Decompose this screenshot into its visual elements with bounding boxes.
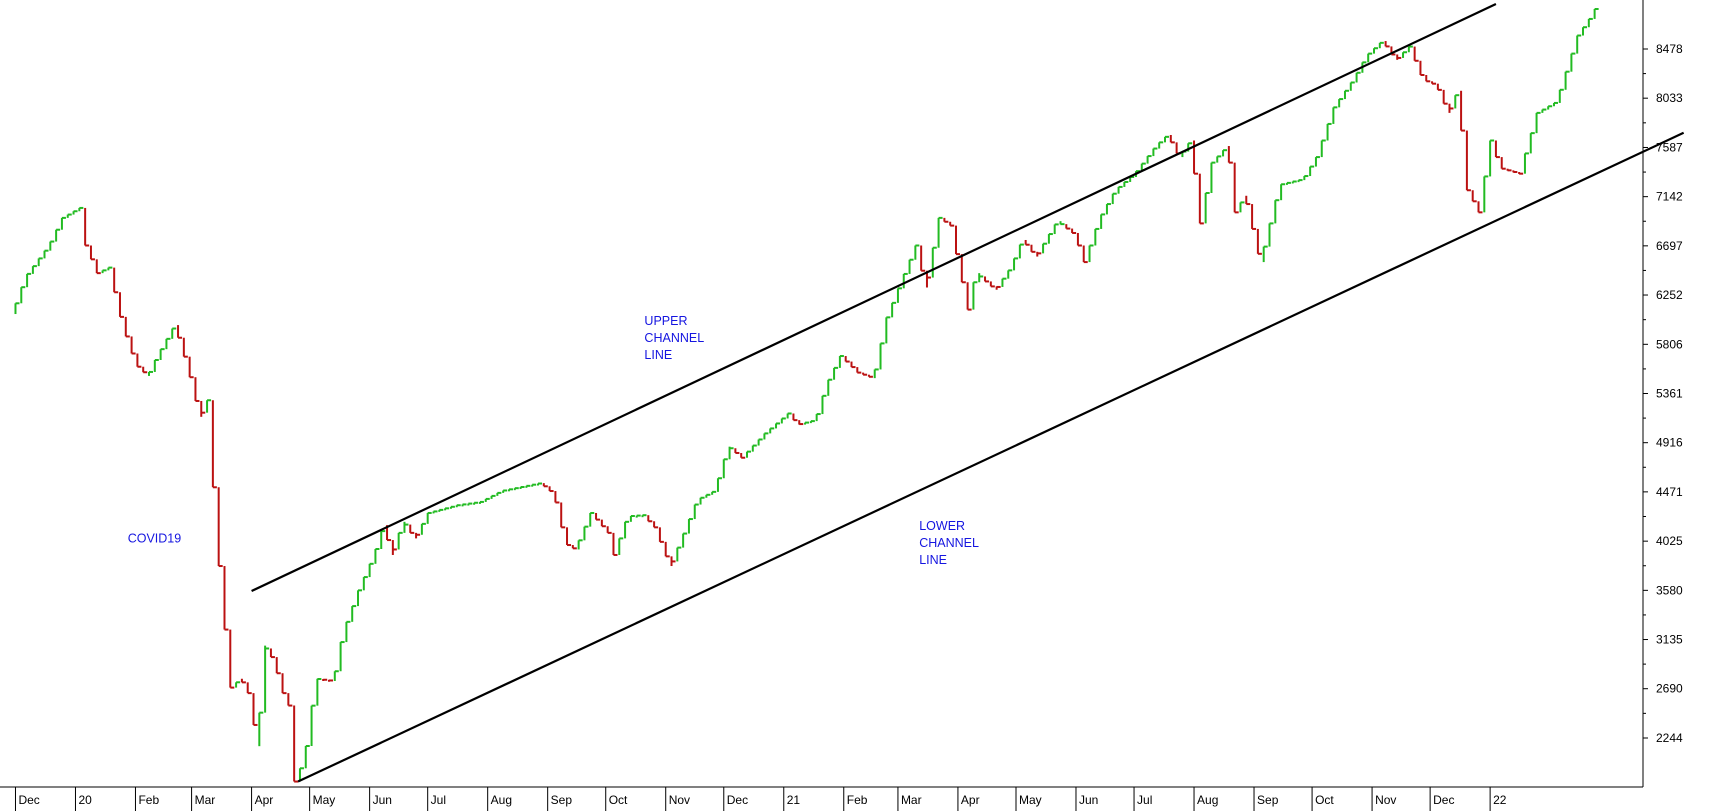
x-tick-label: Aug [491,793,512,807]
x-tick-label: Jul [431,793,446,807]
x-tick-label: Nov [669,793,690,807]
x-tick-label: Jul [1137,793,1152,807]
y-tick-label: 4025 [1656,534,1683,548]
annotation-text: COVID19 [128,531,182,545]
y-tick-label: 3580 [1656,583,1683,597]
y-tick-label: 8033 [1656,91,1683,105]
x-tick-label: Jun [373,793,392,807]
x-tick-label: Sep [551,793,573,807]
x-tick-label: Feb [847,793,868,807]
annotation-text: CHANNEL [919,536,979,550]
x-tick-label: Dec [18,793,39,807]
y-tick-label: 2690 [1656,682,1683,696]
y-tick-label: 5361 [1656,387,1683,401]
annotation-text: LOWER [919,519,965,533]
y-tick-label: 3135 [1656,633,1683,647]
y-tick-label: 7587 [1656,140,1683,154]
x-tick-label: May [313,793,336,807]
y-tick-label: 4471 [1656,485,1683,499]
x-tick-label: Nov [1375,793,1396,807]
x-tick-label: Aug [1197,793,1218,807]
x-tick-label: Feb [138,793,159,807]
y-tick-label: 5806 [1656,337,1683,351]
x-tick-label: Apr [255,793,274,807]
y-tick-label: 4916 [1656,436,1683,450]
x-tick-label: Oct [609,793,628,807]
x-axis: Dec 20 Feb Mar Apr May Jun Jul Aug Sep Oct Nov Dec 21… [0,786,1643,811]
x-tick-label: May [1019,793,1042,807]
x-tick-label: Mar [901,793,922,807]
x-tick-label: 22 [1493,793,1507,807]
y-tick-label: 2244 [1656,731,1683,745]
x-tick-label: Dec [727,793,748,807]
y-tick-label: 7142 [1656,190,1683,204]
x-tick-label: Jun [1079,793,1098,807]
x-tick-label: 21 [787,793,801,807]
annotation-text: LINE [644,348,672,362]
annotation-text: CHANNEL [644,331,704,345]
y-axis: 2244 2690 3135 3580 4025 4471 4916 5361 5806 6252… [1642,0,1683,787]
channel-lines [251,3,1685,783]
lower-channel-line [297,131,1685,783]
x-tick-label: Mar [195,793,216,807]
x-tick-label: Dec [1433,793,1454,807]
x-tick-label: Sep [1257,793,1279,807]
upper-channel-line [251,3,1497,592]
ohlc-series [14,7,1599,783]
y-tick-label: 6252 [1656,288,1683,302]
annotation-text: LINE [919,553,947,567]
annotation-text: UPPER [644,314,687,328]
x-tick-label: Apr [961,793,980,807]
y-tick-label: 6697 [1656,239,1683,253]
chart-annotations: COVID19 UPPER CHANNEL LINE LOWER CHANNEL LINE [128,314,979,567]
x-tick-label: Oct [1315,793,1334,807]
x-tick-label: 20 [78,793,92,807]
y-tick-label: 8478 [1656,42,1683,56]
